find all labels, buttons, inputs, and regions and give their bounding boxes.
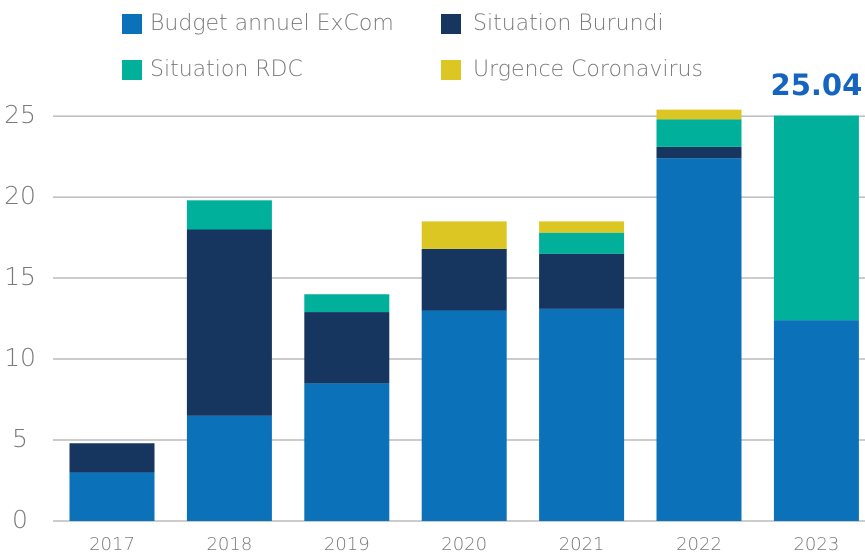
legend-swatch (441, 14, 461, 34)
legend-label: Urgence Coronavirus (473, 57, 703, 82)
legend-label: Situation Burundi (473, 11, 664, 36)
bar-segment (656, 158, 742, 522)
x-tick-label: 2021 (559, 534, 605, 552)
bar-segment (773, 320, 859, 521)
bar-segment (186, 200, 272, 230)
legend-swatch (441, 60, 461, 80)
bar-segment (186, 229, 272, 416)
bar-segment (304, 383, 390, 521)
y-tick-label: 10 (4, 343, 36, 372)
bar-segment (304, 294, 390, 313)
bar-segment (186, 415, 272, 521)
bar-segment (773, 115, 859, 321)
bar-segment (421, 248, 507, 311)
x-tick-label: 2020 (441, 534, 487, 552)
bar-segment (656, 119, 742, 147)
bar-segment (421, 310, 507, 521)
x-tick-label: 2017 (89, 534, 135, 552)
x-tick-label: 2018 (206, 534, 252, 552)
bar-segment (656, 146, 742, 159)
legend-swatch (122, 60, 142, 80)
x-tick-label: 2022 (676, 534, 722, 552)
bar-segment (539, 308, 625, 521)
x-tick-label: 2019 (324, 534, 370, 552)
y-tick-label: 15 (4, 262, 36, 291)
bar-segment (539, 253, 625, 309)
legend-swatch (122, 14, 142, 34)
x-tick-label: 2023 (793, 534, 839, 552)
y-tick-label: 0 (12, 505, 28, 534)
y-tick-label: 5 (12, 424, 28, 453)
y-tick-label: 20 (4, 181, 36, 210)
bar-segment (421, 221, 507, 249)
bar-segment (69, 472, 155, 521)
bar-segment (539, 232, 625, 254)
y-tick-label: 25 (4, 100, 36, 129)
bar-segment (304, 312, 390, 384)
legend-label: Budget annuel ExCom (150, 11, 394, 36)
total-annotation: 25.04 (771, 68, 863, 102)
bar-segment (69, 443, 155, 473)
bar-segment (656, 109, 742, 120)
bar-segment (539, 221, 625, 233)
legend-label: Situation RDC (150, 57, 303, 82)
